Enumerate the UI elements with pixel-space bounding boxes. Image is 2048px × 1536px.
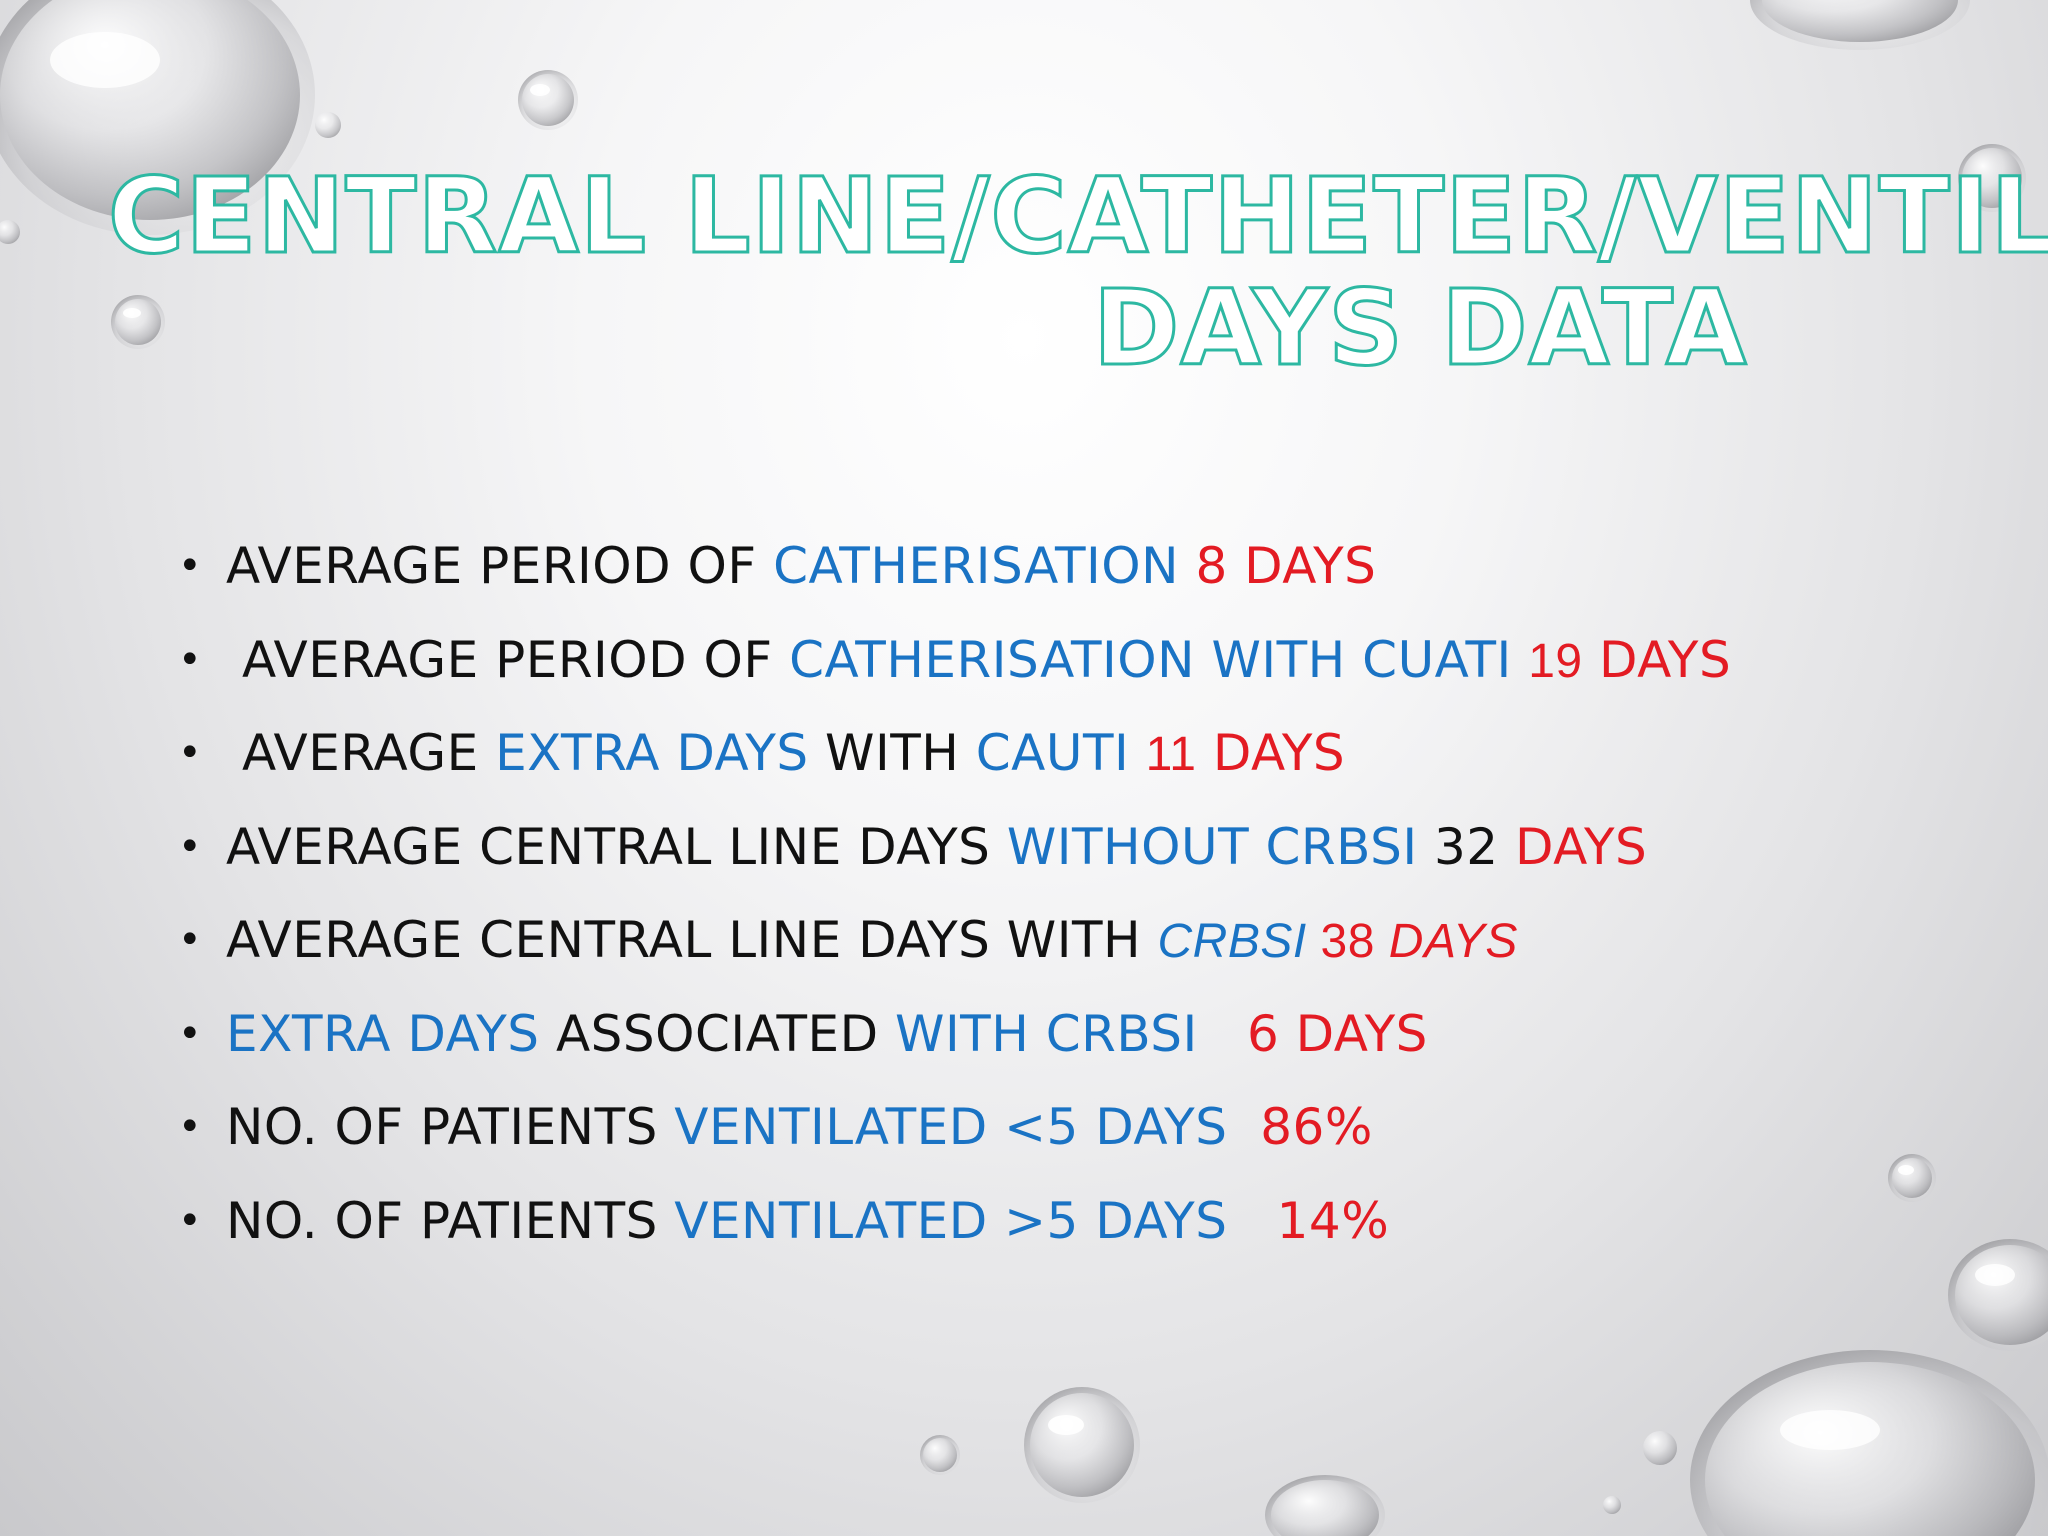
water-drop	[518, 70, 578, 130]
bullet-unit: DAYS	[1515, 817, 1648, 876]
bullet-item: • AVERAGE EXTRA DAYS WITH CAUTI 11 DAYS	[170, 707, 1970, 801]
bullet-text: NO. OF PATIENTS	[226, 1098, 675, 1156]
bullet-dot: •	[178, 730, 203, 776]
bullet-text: WITH	[808, 724, 976, 782]
bullet-highlight: CATHERISATION WITH CUATI	[789, 630, 1529, 689]
bullet-highlight: VENTILATED >5 DAYS	[674, 1191, 1228, 1250]
water-drop	[0, 0, 315, 235]
bullet-dot: •	[178, 1010, 203, 1057]
water-drop	[1750, 0, 1970, 50]
bullet-dot: •	[178, 823, 203, 870]
water-drop	[1888, 1154, 1936, 1202]
bullet-list: • AVERAGE PERIOD OF CATHERISATION 8 DAYS…	[170, 520, 1970, 1268]
bullet-highlight: EXTRA DAYS	[226, 1004, 556, 1063]
title-line-2: DAYS DATA	[1092, 267, 1748, 389]
bullet-value: 32	[1433, 817, 1516, 876]
bullet-highlight: WITHOUT CRBSI	[1006, 817, 1434, 876]
bullet-value: 11	[1145, 728, 1197, 781]
bullet-text: AVERAGE	[242, 724, 496, 782]
water-drop	[111, 295, 165, 349]
slide-title: CENTRAL LINE/CATHETER/VENTILATOR DAYS DA…	[107, 159, 2048, 389]
bullet-highlight: WITH CRBSI	[895, 1004, 1198, 1063]
bullet-text: ASSOCIATED	[555, 1004, 895, 1063]
bullet-text: NO. OF PATIENTS	[226, 1191, 675, 1250]
bullet-item: • NO. OF PATIENTS VENTILATED <5 DAYS 86%	[170, 1081, 1970, 1175]
bullet-dot: •	[178, 1104, 203, 1150]
water-drop	[920, 1435, 960, 1475]
title-line-1: CENTRAL LINE/CATHETER/VENTILATOR	[107, 155, 2048, 277]
bullet-unit: DAYS	[1196, 724, 1346, 782]
bullet-text: AVERAGE PERIOD OF	[242, 630, 790, 689]
water-drop	[1024, 1387, 1140, 1503]
water-drop	[1958, 144, 2026, 212]
bullet-unit: DAYS	[1374, 915, 1518, 968]
water-drop	[1603, 1496, 1621, 1514]
bullet-dot: •	[178, 543, 203, 589]
bullet-item: • AVERAGE CENTRAL LINE DAYS WITHOUT CRBS…	[170, 801, 1970, 895]
bullet-highlight: EXTRA DAYS	[495, 724, 809, 782]
bullet-highlight: CRBSI	[1157, 915, 1321, 968]
bullet-highlight: VENTILATED <5 DAYS	[674, 1098, 1228, 1156]
bullet-highlight: CATHERISATION	[773, 537, 1196, 595]
bullet-value: 38	[1320, 915, 1375, 968]
bullet-value: 19	[1528, 634, 1583, 688]
bullet-value: 86%	[1227, 1098, 1373, 1156]
water-drop	[1948, 1239, 2048, 1351]
bullet-dot: •	[178, 1197, 203, 1244]
bullet-item: • AVERAGE CENTRAL LINE DAYS WITH CRBSI 3…	[170, 894, 1970, 988]
bullet-text: AVERAGE CENTRAL LINE DAYS	[226, 817, 1007, 876]
bullet-item: • AVERAGE PERIOD OF CATHERISATION WITH C…	[170, 614, 1970, 708]
water-drop	[1690, 1350, 2048, 1536]
bullet-item: • NO. OF PATIENTS VENTILATED >5 DAYS 14%	[170, 1175, 1970, 1269]
bullet-value: 14%	[1227, 1191, 1390, 1250]
bullet-unit: DAYS	[1582, 630, 1732, 689]
bullet-text: AVERAGE PERIOD OF	[226, 537, 774, 595]
bullet-value: 8 DAYS	[1195, 537, 1377, 595]
water-drop	[315, 112, 341, 138]
bullet-highlight: CAUTI	[975, 724, 1146, 782]
water-drop	[1643, 1431, 1677, 1465]
bullet-dot: •	[178, 636, 203, 683]
bullet-value: 6 DAYS	[1197, 1004, 1428, 1063]
bullet-text: AVERAGE CENTRAL LINE DAYS WITH	[226, 911, 1158, 969]
bullet-dot: •	[178, 917, 203, 963]
water-drop	[0, 220, 20, 244]
bullet-item: • AVERAGE PERIOD OF CATHERISATION 8 DAYS	[170, 520, 1970, 614]
water-drop	[1265, 1475, 1385, 1536]
bullet-item: • EXTRA DAYS ASSOCIATED WITH CRBSI 6 DAY…	[170, 988, 1970, 1082]
